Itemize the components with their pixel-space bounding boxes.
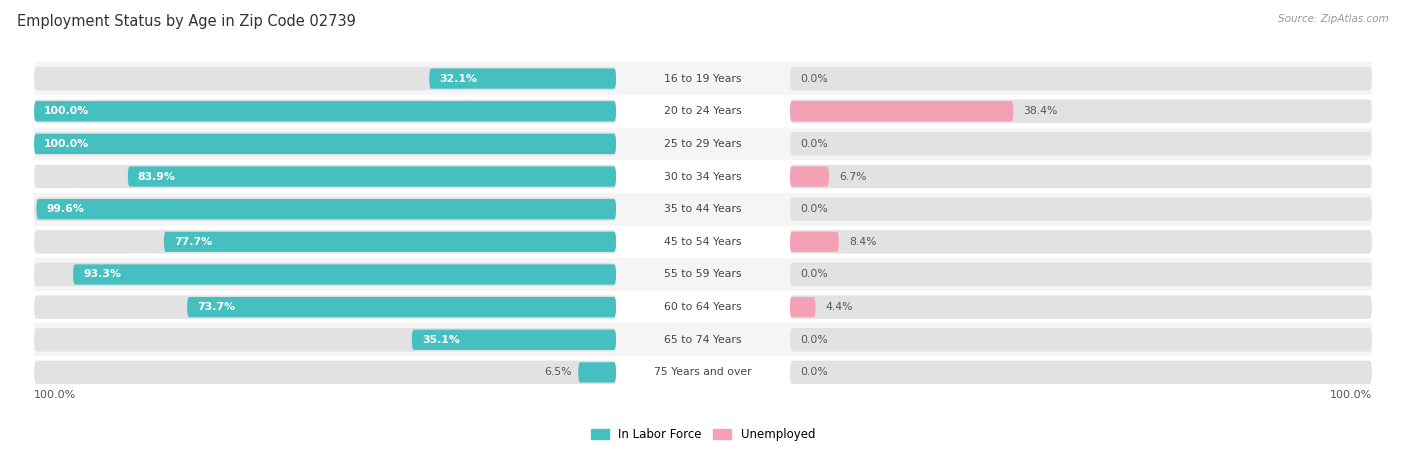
- FancyBboxPatch shape: [790, 100, 1372, 123]
- FancyBboxPatch shape: [790, 198, 1372, 221]
- FancyBboxPatch shape: [790, 232, 839, 252]
- FancyBboxPatch shape: [790, 297, 815, 317]
- FancyBboxPatch shape: [790, 165, 1372, 188]
- FancyBboxPatch shape: [34, 160, 1372, 193]
- FancyBboxPatch shape: [34, 101, 616, 121]
- Text: 93.3%: 93.3%: [83, 269, 121, 280]
- Text: 25 to 29 Years: 25 to 29 Years: [664, 139, 742, 149]
- Text: 100.0%: 100.0%: [44, 139, 90, 149]
- Text: 73.7%: 73.7%: [197, 302, 235, 312]
- FancyBboxPatch shape: [34, 95, 1372, 128]
- Text: 32.1%: 32.1%: [439, 74, 477, 83]
- FancyBboxPatch shape: [187, 297, 616, 317]
- Text: 6.7%: 6.7%: [839, 171, 866, 182]
- FancyBboxPatch shape: [790, 67, 1372, 90]
- FancyBboxPatch shape: [429, 69, 616, 89]
- FancyBboxPatch shape: [790, 101, 1014, 121]
- FancyBboxPatch shape: [34, 100, 616, 123]
- FancyBboxPatch shape: [790, 328, 1372, 351]
- Text: Source: ZipAtlas.com: Source: ZipAtlas.com: [1278, 14, 1389, 23]
- FancyBboxPatch shape: [34, 193, 1372, 226]
- FancyBboxPatch shape: [34, 291, 1372, 323]
- FancyBboxPatch shape: [790, 361, 1372, 384]
- FancyBboxPatch shape: [73, 264, 616, 285]
- Text: 35.1%: 35.1%: [422, 335, 460, 345]
- FancyBboxPatch shape: [34, 295, 616, 319]
- FancyBboxPatch shape: [34, 356, 1372, 389]
- Text: 100.0%: 100.0%: [1330, 390, 1372, 400]
- Text: 6.5%: 6.5%: [544, 368, 571, 377]
- FancyBboxPatch shape: [34, 230, 616, 253]
- FancyBboxPatch shape: [790, 166, 830, 187]
- Text: 45 to 54 Years: 45 to 54 Years: [664, 237, 742, 247]
- FancyBboxPatch shape: [34, 62, 1372, 95]
- FancyBboxPatch shape: [34, 132, 616, 156]
- Text: 0.0%: 0.0%: [800, 368, 828, 377]
- Text: 83.9%: 83.9%: [138, 171, 176, 182]
- Text: 100.0%: 100.0%: [44, 106, 90, 116]
- Text: 4.4%: 4.4%: [825, 302, 853, 312]
- FancyBboxPatch shape: [412, 330, 616, 350]
- FancyBboxPatch shape: [34, 165, 616, 188]
- FancyBboxPatch shape: [790, 295, 1372, 319]
- Text: 30 to 34 Years: 30 to 34 Years: [664, 171, 742, 182]
- FancyBboxPatch shape: [790, 132, 1372, 156]
- Text: 20 to 24 Years: 20 to 24 Years: [664, 106, 742, 116]
- Text: 65 to 74 Years: 65 to 74 Years: [664, 335, 742, 345]
- Text: 60 to 64 Years: 60 to 64 Years: [664, 302, 742, 312]
- Text: 77.7%: 77.7%: [174, 237, 212, 247]
- Text: 55 to 59 Years: 55 to 59 Years: [664, 269, 742, 280]
- FancyBboxPatch shape: [578, 362, 616, 382]
- Text: 99.6%: 99.6%: [46, 204, 84, 214]
- Text: 75 Years and over: 75 Years and over: [654, 368, 752, 377]
- Legend: In Labor Force, Unemployed: In Labor Force, Unemployed: [586, 423, 820, 446]
- Text: 0.0%: 0.0%: [800, 74, 828, 83]
- Text: 38.4%: 38.4%: [1024, 106, 1057, 116]
- Text: 35 to 44 Years: 35 to 44 Years: [664, 204, 742, 214]
- FancyBboxPatch shape: [34, 134, 616, 154]
- FancyBboxPatch shape: [34, 198, 616, 221]
- FancyBboxPatch shape: [34, 323, 1372, 356]
- Text: 0.0%: 0.0%: [800, 204, 828, 214]
- FancyBboxPatch shape: [790, 263, 1372, 286]
- FancyBboxPatch shape: [34, 226, 1372, 258]
- FancyBboxPatch shape: [37, 199, 616, 219]
- FancyBboxPatch shape: [34, 361, 616, 384]
- Text: Employment Status by Age in Zip Code 02739: Employment Status by Age in Zip Code 027…: [17, 14, 356, 28]
- Text: 0.0%: 0.0%: [800, 269, 828, 280]
- FancyBboxPatch shape: [34, 328, 616, 351]
- FancyBboxPatch shape: [790, 230, 1372, 253]
- Text: 0.0%: 0.0%: [800, 139, 828, 149]
- Text: 8.4%: 8.4%: [849, 237, 876, 247]
- FancyBboxPatch shape: [128, 166, 616, 187]
- FancyBboxPatch shape: [34, 263, 616, 286]
- FancyBboxPatch shape: [34, 67, 616, 90]
- Text: 0.0%: 0.0%: [800, 335, 828, 345]
- FancyBboxPatch shape: [34, 128, 1372, 160]
- FancyBboxPatch shape: [34, 258, 1372, 291]
- FancyBboxPatch shape: [165, 232, 616, 252]
- Text: 100.0%: 100.0%: [34, 390, 76, 400]
- Text: 16 to 19 Years: 16 to 19 Years: [664, 74, 742, 83]
